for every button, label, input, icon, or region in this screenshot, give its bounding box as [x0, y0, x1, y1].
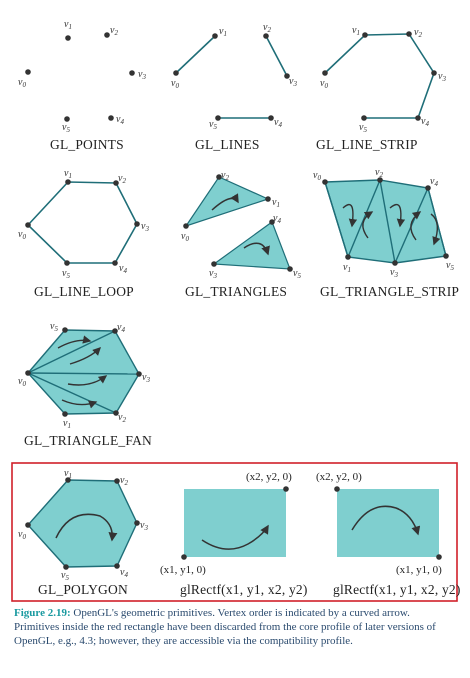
svg-text:v1: v1: [64, 168, 72, 180]
svg-text:v0: v0: [18, 376, 26, 388]
coord-bottom-right: (x1, y1, 0): [396, 564, 442, 576]
label-line-strip: GL_LINE_STRIP: [316, 137, 418, 152]
svg-text:v3: v3: [289, 76, 297, 88]
line-strip-panel: v1 v2 v0 v3 v5 v4 GL_LINE_STRIP: [316, 25, 446, 152]
svg-text:v5: v5: [62, 122, 70, 134]
svg-text:v4: v4: [120, 567, 128, 579]
svg-text:v2: v2: [375, 167, 383, 179]
coord-top-right: (x2, y2, 0): [246, 471, 292, 483]
svg-text:v4: v4: [273, 213, 281, 225]
rect-a-panel: (x2, y2, 0) (x1, y1, 0) glRectf(x1, y1, …: [160, 471, 308, 597]
label-points: GL_POINTS: [50, 137, 124, 152]
svg-text:v0: v0: [18, 77, 26, 89]
svg-text:v0: v0: [181, 231, 189, 243]
svg-text:v2: v2: [221, 170, 229, 182]
svg-text:v3: v3: [140, 520, 148, 532]
line-loop-panel: v1 v2 v0 v3 v5 v4 GL_LINE_LOOP: [18, 168, 149, 299]
svg-text:v5: v5: [293, 268, 301, 280]
svg-text:v3: v3: [142, 372, 150, 384]
label-triangles: GL_TRIANGLES: [185, 284, 287, 299]
label-lines: GL_LINES: [195, 137, 260, 152]
svg-text:v1: v1: [64, 19, 72, 31]
svg-text:v5: v5: [209, 119, 217, 131]
figure-caption: Figure 2.19: OpenGL's geometric primitiv…: [14, 606, 456, 648]
svg-text:v1: v1: [272, 197, 280, 209]
svg-text:v3: v3: [390, 267, 398, 279]
svg-text:v0: v0: [320, 78, 328, 90]
points-panel: v1 v2 v0 v3 v5 v4 GL_POINTS: [18, 19, 146, 152]
svg-text:v4: v4: [117, 322, 125, 334]
svg-text:v3: v3: [209, 268, 217, 280]
coord-top-left: (x2, y2, 0): [316, 471, 362, 483]
coord-bottom-left: (x1, y1, 0): [160, 564, 206, 576]
svg-text:v4: v4: [274, 117, 282, 129]
rect-b-panel: (x2, y2, 0) (x1, y1, 0) glRectf(x1, y1, …: [316, 471, 461, 597]
svg-text:v1: v1: [63, 418, 71, 430]
label-rect-a: glRectf(x1, y1, x2, y2): [180, 582, 308, 597]
svg-text:v5: v5: [50, 321, 58, 333]
svg-text:v0: v0: [313, 170, 321, 182]
svg-text:v0: v0: [18, 229, 26, 241]
lines-panel: v1 v2 v0 v3 v5 v4 GL_LINES: [171, 22, 297, 152]
svg-text:v2: v2: [118, 412, 126, 424]
svg-text:v3: v3: [141, 221, 149, 233]
svg-text:v3: v3: [438, 71, 446, 83]
svg-text:v1: v1: [64, 468, 72, 480]
svg-text:v5: v5: [359, 122, 367, 134]
svg-text:v2: v2: [414, 27, 422, 39]
svg-text:v2: v2: [110, 25, 118, 37]
label-polygon: GL_POLYGON: [38, 582, 128, 597]
svg-text:v2: v2: [263, 22, 271, 34]
label-triangle-strip: GL_TRIANGLE_STRIP: [320, 284, 459, 299]
svg-text:v4: v4: [116, 114, 124, 126]
svg-text:v2: v2: [118, 173, 126, 185]
deprecated-highlight-box: [11, 462, 458, 602]
svg-text:v5: v5: [62, 268, 70, 280]
svg-text:v5: v5: [61, 570, 69, 582]
svg-text:v5: v5: [446, 260, 454, 272]
label-rect-b: glRectf(x1, y1, x2, y2): [333, 582, 461, 597]
label-triangle-fan: GL_TRIANGLE_FAN: [24, 433, 152, 448]
label-line-loop: GL_LINE_LOOP: [34, 284, 134, 299]
svg-text:v4: v4: [421, 116, 429, 128]
svg-text:v1: v1: [219, 26, 227, 38]
svg-text:v0: v0: [171, 78, 179, 90]
polygon-panel: v1 v2 v0 v3 v4 v5 GL_POLYGON: [18, 468, 148, 597]
triangles-panel: v2 v1 v0 v4 v3 v5 GL_TRIANGLES: [181, 170, 301, 299]
triangle-strip-panel: v0 v2 v4 v5 v3 v1 GL_TRIANGLE_STRIP: [313, 167, 459, 299]
svg-text:v2: v2: [120, 475, 128, 487]
svg-text:v4: v4: [430, 176, 438, 188]
caption-text: OpenGL's geometric primitives. Vertex or…: [14, 607, 436, 647]
svg-text:v1: v1: [352, 25, 360, 37]
svg-text:v1: v1: [343, 262, 351, 274]
svg-text:v0: v0: [18, 529, 26, 541]
triangle-fan-panel: v5 v4 v0 v3 v2 v1 GL_TRIANGLE_FAN: [18, 321, 152, 448]
svg-text:v4: v4: [119, 263, 127, 275]
figure-number: Figure 2.19:: [14, 607, 71, 619]
svg-text:v3: v3: [138, 69, 146, 81]
